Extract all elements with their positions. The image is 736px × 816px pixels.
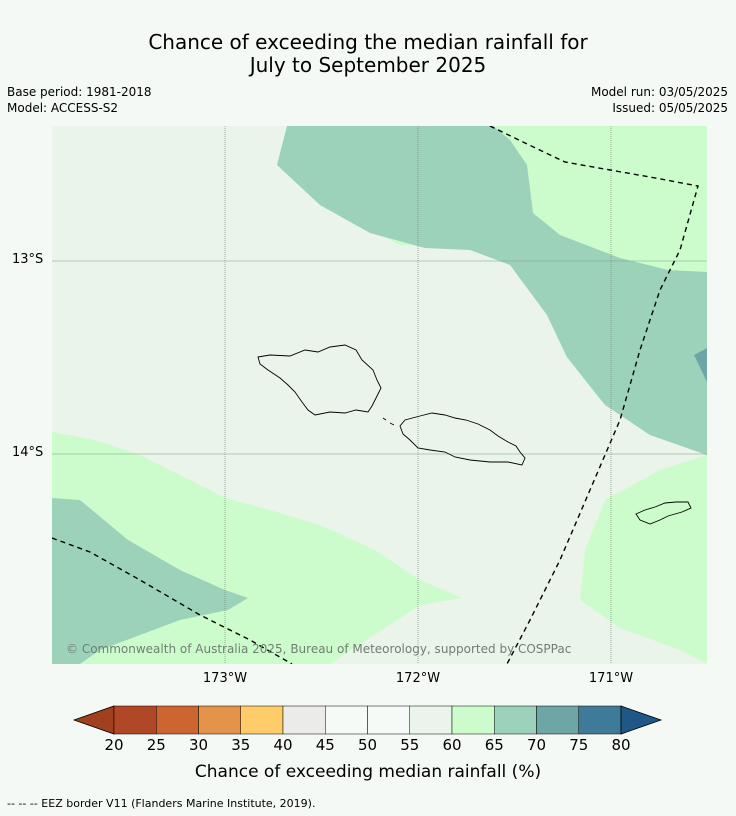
eez-border [52,126,699,664]
region-55-60-northwest [52,130,707,664]
copyright-notice: © Commonwealth of Australia 2025, Bureau… [66,642,572,656]
model-name: Model: ACCESS-S2 [7,101,119,115]
colorbar-tick-label: 80 [611,736,631,754]
colorbar-segment [282,705,326,735]
title-line-2: July to September 2025 [249,53,487,77]
colorbar-segment [113,705,157,735]
colorbar-segment [578,705,622,735]
colorbar-tick-label: 50 [357,736,378,754]
title-line-1: Chance of exceeding the median rainfall … [148,30,588,54]
colorbar-tick-label: 65 [484,736,504,754]
colorbar-tick-label: 40 [273,736,293,754]
colorbar-tick-label: 30 [188,736,209,754]
eez-footnote: -- -- -- EEZ border V11 (Flanders Marine… [7,797,316,810]
colorbar-tick-label: 20 [104,736,124,754]
colorbar-segment [198,705,241,735]
colorbar-under-arrow [72,705,115,735]
colorbar-over-arrow [620,705,663,735]
colorbar-segment [240,705,284,735]
islands [257,344,692,525]
colorbar-segment [494,705,537,735]
colorbar-tick-label: 25 [146,736,166,754]
lat-label-13s: 13°S [12,252,44,267]
model-run: Model run: 03/05/2025 [590,85,728,99]
graticule [224,126,612,664]
map-panel [52,126,707,664]
colorbar-tick-label: 70 [526,736,547,754]
issued-date: Issued: 05/05/2025 [612,101,728,115]
colorbar-segment [367,705,410,735]
region-60-65-north [52,126,707,455]
colorbar-segment [451,705,495,735]
colorbar-segment [536,705,579,735]
region-60-65-southeast [580,455,707,664]
parallels [52,260,707,455]
eez-north [489,126,699,664]
lat-label-14s: 14°S [12,445,44,460]
savaii-island [257,344,382,416]
tutuila-island [635,501,692,525]
colorbar-segment [156,705,199,735]
region-70-75-east [694,348,707,382]
meta-right: Model run: 03/05/2025 Issued: 05/05/2025 [591,84,728,116]
colorbar-tick-label: 55 [400,736,420,754]
colorbar [72,705,663,735]
map-title: Chance of exceeding the median rainfall … [0,31,736,77]
base-period: Base period: 1981-2018 [7,85,152,99]
colorbar-segment [325,705,368,735]
lon-label-173w: 173°W [202,671,248,686]
region-65-70-southwest [52,498,248,664]
apolima-islet [382,417,387,421]
upolu-island [399,412,526,466]
region-65-70-north [277,126,707,455]
lon-label-172w: 172°W [395,671,441,686]
lon-label-171w: 171°W [588,671,634,686]
colorbar-tick-label: 75 [569,736,589,754]
manono-islet [389,422,395,426]
colorbar-tick-label: 60 [442,736,462,754]
colorbar-label: Chance of exceeding median rainfall (%) [194,762,542,782]
meta-left: Base period: 1981-2018 Model: ACCESS-S2 [7,84,152,116]
colorbar-segment [409,705,453,735]
colorbar-tick-label: 35 [231,736,251,754]
colorbar-tick-label: 45 [315,736,335,754]
